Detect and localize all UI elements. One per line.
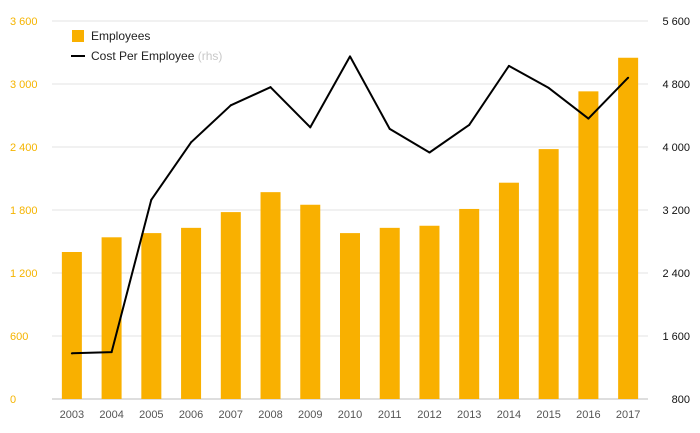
bar-2003 xyxy=(61,252,82,399)
line-point-2003 xyxy=(70,352,73,355)
bar-series-employees xyxy=(61,57,639,399)
right-y-axis: 800 1 600 2 400 3 200 4 000 4 800 5 600 xyxy=(662,16,690,406)
line-point-2015 xyxy=(547,86,550,89)
legend-swatch-employees xyxy=(72,30,84,42)
line-point-2011 xyxy=(388,127,391,130)
bar-2010 xyxy=(340,233,360,399)
y-left-tick-label: 600 xyxy=(10,331,28,343)
line-point-2005 xyxy=(150,198,153,201)
line-point-2010 xyxy=(349,55,351,58)
y-left-tick-label: 2 400 xyxy=(10,142,38,154)
x-tick-label: 2017 xyxy=(616,409,640,421)
bar-2009 xyxy=(300,204,321,399)
x-tick-label: 2016 xyxy=(576,409,600,421)
y-left-tick-label: 3 000 xyxy=(10,79,38,91)
x-tick-label: 2005 xyxy=(139,409,163,421)
x-tick-label: 2003 xyxy=(60,409,84,421)
y-left-tick-label: 1 200 xyxy=(10,268,38,280)
x-tick-label: 2008 xyxy=(258,409,282,421)
y-left-tick-label: 0 xyxy=(10,394,16,406)
bar-2016 xyxy=(578,91,599,399)
x-tick-label: 2012 xyxy=(417,409,441,421)
bar-2012 xyxy=(419,225,440,399)
x-tick-label: 2014 xyxy=(497,409,521,421)
bar-2013 xyxy=(459,208,480,399)
bar-2005 xyxy=(141,233,162,399)
line-point-2014 xyxy=(507,64,510,67)
x-tick-label: 2009 xyxy=(298,409,322,421)
legend-label-employees: Employees xyxy=(91,29,150,43)
x-tick-label: 2015 xyxy=(536,409,560,421)
x-tick-label: 2007 xyxy=(219,409,243,421)
line-point-2013 xyxy=(468,123,471,126)
x-tick-label: 2004 xyxy=(99,409,123,421)
y-right-tick-label: 3 200 xyxy=(662,205,690,217)
y-right-tick-label: 800 xyxy=(672,394,690,406)
bar-2008 xyxy=(260,192,281,399)
bar-2015 xyxy=(538,149,559,399)
bar-2007 xyxy=(220,212,241,399)
line-point-2008 xyxy=(269,86,272,89)
legend-label-cost-per-employee: Cost Per Employee (rhs) xyxy=(91,49,222,63)
line-point-2016 xyxy=(587,117,590,120)
line-point-2017 xyxy=(627,76,630,79)
y-right-tick-label: 1 600 xyxy=(662,331,690,343)
line-series-cost-per-employee xyxy=(70,55,630,355)
y-right-tick-label: 5 600 xyxy=(662,16,690,28)
line-point-2007 xyxy=(229,104,232,107)
x-tick-label: 2006 xyxy=(179,409,203,421)
bar-2006 xyxy=(181,227,202,399)
x-tick-label: 2011 xyxy=(378,409,402,421)
x-axis: 2003 2004 2005 2006 2007 2008 2009 2010 2011 2012… xyxy=(60,409,641,421)
x-tick-label: 2013 xyxy=(457,409,481,421)
bar-2014 xyxy=(498,182,519,399)
line-point-2006 xyxy=(190,141,193,144)
bar-2011 xyxy=(379,227,400,399)
bar-2017 xyxy=(618,57,639,399)
bar-2004 xyxy=(101,237,122,399)
line-point-2004 xyxy=(110,351,113,354)
legend: Employees Cost Per Employee (rhs) xyxy=(71,29,222,63)
left-y-axis: 0 600 1 200 1 800 2 400 3 000 3 600 xyxy=(10,16,38,406)
y-left-tick-label: 1 800 xyxy=(10,205,38,217)
y-right-tick-label: 4 000 xyxy=(662,142,690,154)
legend-label-rhs: (rhs) xyxy=(198,49,223,63)
x-tick-label: 2010 xyxy=(338,409,362,421)
line-point-2009 xyxy=(309,126,312,129)
line-point-2012 xyxy=(428,151,431,154)
y-right-tick-label: 2 400 xyxy=(662,268,690,280)
y-left-tick-label: 3 600 xyxy=(10,16,38,28)
y-right-tick-label: 4 800 xyxy=(662,79,690,91)
